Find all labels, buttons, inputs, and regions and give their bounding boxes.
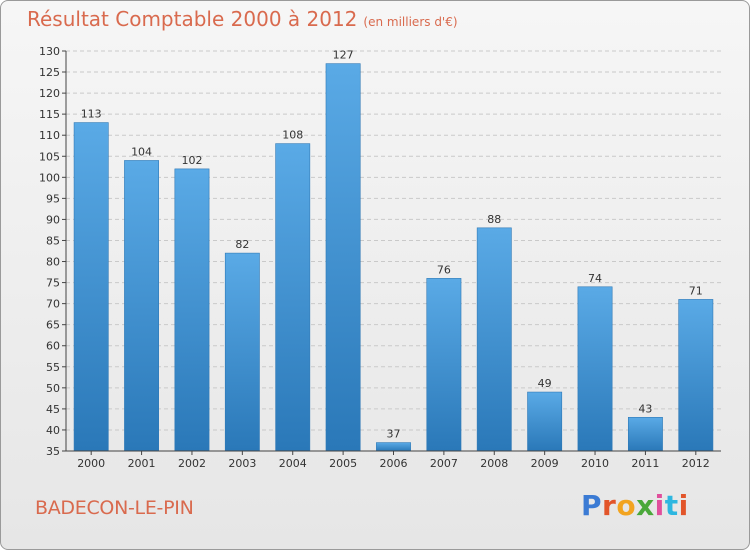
y-tick-label: 85 (46, 234, 60, 247)
logo-letter: i (678, 489, 689, 522)
bar-value-label: 104 (131, 145, 152, 158)
y-tick-label: 60 (46, 340, 60, 353)
bar (73, 122, 109, 452)
bar-value-label: 88 (487, 213, 501, 226)
y-tick-label: 50 (46, 382, 60, 395)
y-tick-label: 65 (46, 319, 60, 332)
bar-value-label: 108 (282, 129, 303, 142)
place-name: BADECON-LE-PIN (35, 497, 194, 519)
bar-value-label: 82 (235, 238, 249, 251)
y-tick-label: 55 (46, 361, 60, 374)
bar-value-label: 49 (538, 377, 552, 390)
y-tick-label: 45 (46, 403, 60, 416)
bar-value-label: 127 (333, 49, 354, 62)
bar (678, 299, 714, 452)
bar (325, 63, 361, 452)
x-tick-label: 2003 (228, 457, 256, 470)
y-tick-label: 35 (46, 445, 60, 458)
bar (627, 417, 663, 452)
bar (174, 168, 210, 452)
x-tick-label: 2007 (430, 457, 458, 470)
logo-letter: r (602, 489, 617, 522)
y-tick-label: 80 (46, 256, 60, 269)
bar (224, 252, 260, 452)
y-tick-label: 75 (46, 277, 60, 290)
bar (577, 286, 613, 452)
x-tick-label: 2004 (279, 457, 307, 470)
y-tick-label: 120 (39, 87, 60, 100)
y-tick-label: 100 (39, 171, 60, 184)
y-tick-label: 130 (39, 45, 60, 58)
bar (426, 278, 462, 452)
bar (376, 442, 411, 452)
bar-value-label: 113 (81, 108, 102, 121)
y-tick-label: 40 (46, 424, 60, 437)
bar-value-label: 74 (588, 272, 602, 285)
bar (476, 227, 512, 452)
bar-value-label: 76 (437, 263, 451, 276)
x-tick-label: 2008 (480, 457, 508, 470)
chart-title: Résultat Comptable 2000 à 2012 (en millie… (27, 7, 458, 31)
bar-value-label: 71 (689, 284, 703, 297)
y-tick-label: 115 (39, 108, 60, 121)
chart-title-text: Résultat Comptable 2000 à 2012 (27, 7, 358, 31)
y-axis: 35 40 45 50 55 60 65 70 75 80 85 90 95 100 105 110 115 12… (39, 45, 67, 458)
x-tick-label: 2009 (531, 457, 559, 470)
y-tick-label: 90 (46, 213, 60, 226)
bar-value-label: 43 (638, 402, 652, 415)
x-tick-label: 2000 (77, 457, 105, 470)
y-tick-label: 125 (39, 66, 60, 79)
x-tick-label: 2010 (581, 457, 609, 470)
bar (275, 143, 311, 452)
logo-letter: P (581, 489, 603, 522)
x-axis: 2000 2001 2002 2003 2004 2005 2006 2007 2008 2009… (66, 450, 721, 470)
logo-letter: i (654, 489, 665, 522)
x-tick-label: 2006 (380, 457, 408, 470)
bar (124, 160, 160, 452)
bars: 113 104 102 82 108 127 37 76 88 49 74 43 71 (73, 49, 714, 452)
y-tick-label: 95 (46, 192, 60, 205)
logo-letter: o (616, 489, 637, 522)
x-tick-label: 2012 (682, 457, 710, 470)
x-tick-label: 2005 (329, 457, 357, 470)
proxiti-logo: Proxiti (581, 489, 689, 522)
bar-chart: 35 40 45 50 55 60 65 70 75 80 85 90 95 100 105 110 115 12… (39, 45, 721, 470)
bar-value-label: 102 (181, 154, 202, 167)
y-tick-label: 110 (39, 129, 60, 142)
logo-letter: t (664, 489, 679, 522)
x-tick-label: 2011 (631, 457, 659, 470)
y-tick-label: 70 (46, 298, 60, 311)
chart-subtitle: (en milliers d'€) (363, 15, 458, 29)
grid-lines (66, 50, 721, 452)
y-tick-label: 105 (39, 150, 60, 163)
logo-letter: x (636, 489, 655, 522)
bar-value-label: 37 (387, 428, 401, 441)
x-tick-label: 2002 (178, 457, 206, 470)
bar (527, 391, 563, 452)
x-tick-label: 2001 (128, 457, 156, 470)
